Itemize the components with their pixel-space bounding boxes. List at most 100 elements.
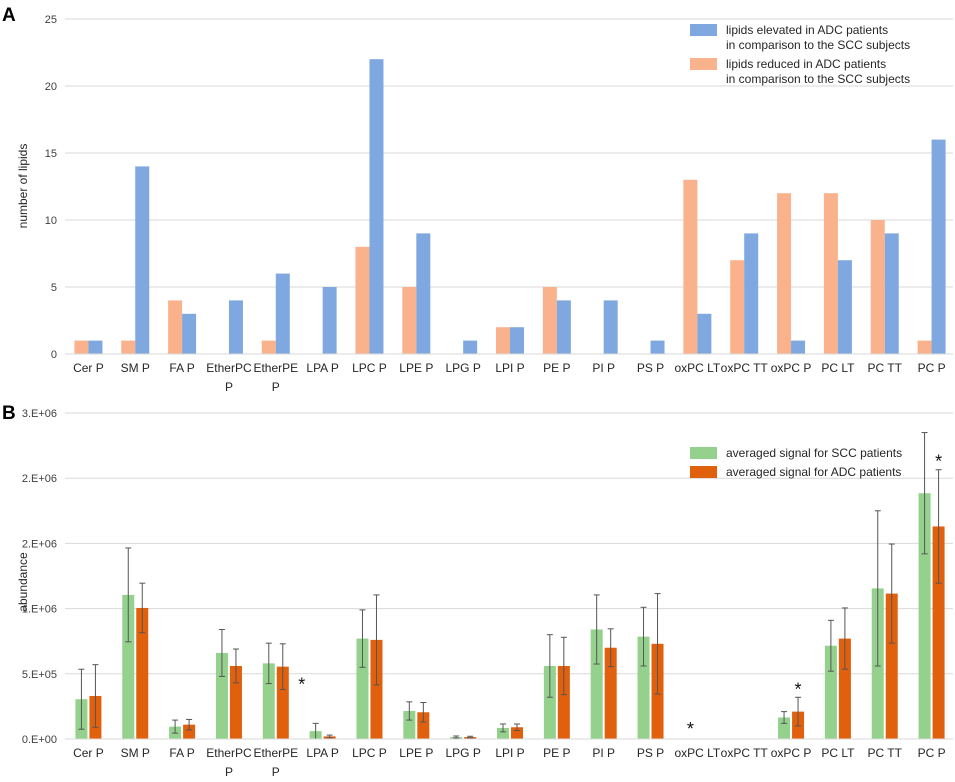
panel-b-bar-scc [356,638,369,739]
panel-a-category-label: LPC P [352,361,387,375]
panel-a-bar-elevated [650,340,665,354]
panel-b-bar-adc [229,665,242,739]
panel-a-chart: 0 5 10 15 20 25 Cer P SM P FA P EtherPC P EtherPE P L… [45,14,953,394]
panel-a-category-label: PE P [543,361,570,375]
panel-a-category-label: LPG P [445,361,480,375]
panel-a-y-tick-label: 15 [45,148,57,160]
panel-b-legend-label: averaged signal for ADC patients [726,465,901,479]
panel-a-category-label: oxPC TT [721,361,769,375]
panel-a-y-tick-label: 10 [45,215,57,227]
panel-a-category-label: EtherPE [253,361,298,375]
panel-a-legend-swatch-reduced [690,58,717,70]
panel-a-legend-label: in comparison to the SCC subjects [726,38,910,52]
panel-b-significance-marker: * [687,719,694,739]
panel-a-legend-label: lipids reduced in ADC patients [726,57,886,71]
panel-b-bar-scc [543,665,556,739]
panel-a-bar-reduced [870,220,885,354]
panel-a-bar-reduced [261,340,276,354]
panel-a-category-label: P [225,380,233,394]
panel-b-bar-adc [838,638,851,739]
panel-b-bar-scc [122,594,135,739]
panel-a-bar-elevated [744,233,759,354]
panel-b-bar-scc [497,727,509,739]
panel-b-bar-adc [276,666,289,739]
panel-b-bar-adc [885,593,898,739]
panel-b-chart: 0.E+00 5.E+05 1.E+06 2.E+06 2.E+06 3.E+06 Cer … [22,408,953,779]
panel-a-category-label: PC P [918,361,946,375]
panel-a-category-label: oxPC LT [674,361,720,375]
panel-a-bar-elevated [556,300,571,354]
panel-a-y-tick-label: 0 [51,349,57,361]
panel-a-bar-reduced [683,179,698,354]
panel-b-category-label: PI P [592,746,615,760]
panel-b-y-tick-label: 5.E+05 [22,669,57,681]
panel-b-bar-adc [136,607,149,739]
panel-a-bar-elevated [697,313,712,354]
panel-a-category-label: PC LT [821,361,855,375]
panel-a-bar-elevated [135,166,150,354]
panel-a-category-label: PC TT [868,361,903,375]
panel-a-category-label: LPE P [399,361,433,375]
panel-a-bar-elevated [369,59,384,354]
panel-b-category-label: PC TT [868,746,903,760]
panel-b-bar-scc [215,652,228,739]
panel-b-category-label: PS P [637,746,664,760]
panel-b-bar-adc [932,526,945,739]
panel-b-y-tick-label: 0.E+00 [22,734,57,746]
panel-b-category-label: PE P [543,746,570,760]
panel-b-category-label: oxPC P [771,746,812,760]
panel-a-bar-elevated [463,340,478,354]
panel-a-bar-reduced [917,340,932,354]
panel-a-category-label: FA P [169,361,194,375]
panel-b-legend-swatch-adc [690,466,717,478]
panel-a-bar-reduced [823,193,838,354]
panel-a-y-tick-label: 5 [51,282,57,294]
panel-b-bar-scc [262,663,275,739]
panel-b-category-label: LPG P [445,746,480,760]
panel-a-category-label: Cer P [73,361,104,375]
panel-a-bar-elevated [791,340,806,354]
panel-b-category-label: SM P [121,746,150,760]
panel-b-bar-scc [824,645,837,739]
panel-a-bar-elevated [603,300,618,354]
panel-b-category-label: FA P [169,746,194,760]
panel-b-bar-adc [604,647,617,739]
panel-b-category-label: P [272,765,280,779]
panel-a-legend-label: in comparison to the SCC subjects [726,72,910,86]
panel-a-bar-elevated [884,233,899,354]
panel-b-y-axis-title: abundance [16,552,30,612]
panel-b-y-tick-label: 2.E+06 [22,538,57,550]
panel-b-category-label: EtherPC [206,746,252,760]
panel-b-category-label: EtherPE [253,746,298,760]
panel-b-category-label: LPI P [495,746,524,760]
panel-b-category-label: LPA P [306,746,338,760]
panel-a-bar-elevated [182,313,197,354]
panel-a-legend-swatch-elevated [690,24,717,36]
panel-a-bar-reduced [355,246,370,354]
panel-label-b: B [2,403,16,424]
panel-b-bar-adc [370,639,383,739]
panel-a-bar-elevated [416,233,431,354]
panel-a-bar-elevated [931,139,946,354]
panel-a-bar-reduced [121,340,136,354]
panel-b-bar-adc [511,727,523,739]
panel-b-category-label: PC P [918,746,946,760]
panel-b-y-tick-label: 3.E+06 [22,408,57,420]
panel-b-bar-scc [403,710,416,739]
panel-b-bar-adc [183,724,196,739]
panel-a-bar-elevated [88,340,103,354]
panel-b-y-tick-label: 1.E+06 [22,604,57,616]
panel-b-bar-adc [417,712,430,739]
panel-a-category-label: PI P [592,361,615,375]
panel-a-category-label: LPA P [306,361,338,375]
panel-a-bar-elevated [322,287,337,354]
panel-a-bar-reduced [542,287,557,354]
panel-b-category-label: LPC P [352,746,387,760]
panel-a-bar-reduced [168,300,183,354]
panel-label-a: A [2,5,16,26]
panel-b-significance-marker: * [795,679,802,699]
panel-b-bar-scc [637,636,650,739]
panel-b-category-label: P [225,765,233,779]
panel-a-category-label: PS P [637,361,664,375]
